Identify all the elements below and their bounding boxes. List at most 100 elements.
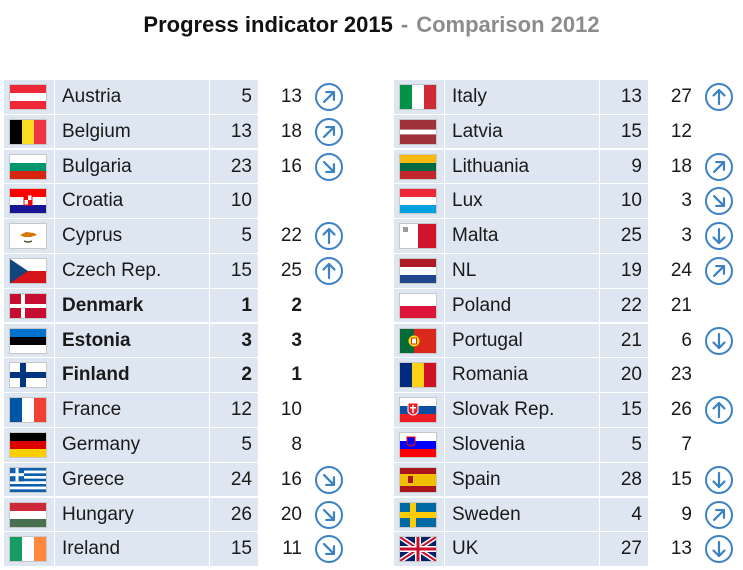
- arrow-down-right-icon: [314, 465, 344, 495]
- value-2012: 3: [649, 219, 697, 253]
- value-2012: 9: [649, 497, 697, 532]
- value-2012: 12: [649, 114, 697, 149]
- title-separator: -: [400, 12, 409, 37]
- value-2015: 23: [210, 149, 258, 184]
- austria-flag-icon: [10, 85, 46, 109]
- cyprus-flag-icon: [10, 224, 46, 249]
- country-name: Greece: [55, 462, 209, 497]
- trend-cell: [698, 463, 736, 497]
- value-2012: 24: [649, 253, 697, 288]
- value-2015: 13: [600, 80, 648, 114]
- country-name: Czech Rep.: [55, 253, 209, 288]
- arrow-down-icon: [704, 326, 734, 356]
- country-name: Italy: [445, 80, 599, 114]
- value-2012: 18: [649, 149, 697, 184]
- value-2015: 15: [600, 114, 648, 149]
- country-name: Lithuania: [445, 149, 599, 184]
- arrow-up-right-icon: [314, 82, 344, 112]
- trend-cell: [308, 289, 346, 323]
- bulgaria-flag-icon: [10, 154, 46, 179]
- trend-cell: [698, 184, 736, 218]
- country-name: Spain: [445, 462, 599, 497]
- country-name: Romania: [445, 358, 599, 392]
- arrow-up-right-icon: [314, 117, 344, 147]
- value-2015: 12: [210, 393, 258, 427]
- value-2015: 5: [210, 219, 258, 253]
- czech-flag-icon: [10, 258, 46, 283]
- lithuania-flag-icon: [400, 154, 436, 179]
- hungary-flag-icon: [10, 502, 46, 527]
- belgium-flag-icon: [10, 119, 46, 144]
- value-2012: 15: [649, 462, 697, 497]
- flag-cell: [4, 532, 54, 566]
- value-2012: 22: [259, 219, 307, 253]
- germany-flag-icon: [10, 432, 46, 457]
- country-name: Belgium: [55, 114, 209, 149]
- value-2012: 3: [649, 184, 697, 218]
- trend-cell: [308, 184, 346, 218]
- arrow-down-right-icon: [314, 500, 344, 530]
- flag-cell: [394, 497, 444, 532]
- trend-cell: [308, 254, 346, 288]
- value-2012: 16: [259, 462, 307, 497]
- arrow-up-right-icon: [704, 152, 734, 182]
- trend-cell: [698, 324, 736, 358]
- value-2015: 20: [600, 358, 648, 392]
- value-2012: 3: [259, 323, 307, 358]
- country-name: Austria: [55, 80, 209, 114]
- country-name: Denmark: [55, 288, 209, 323]
- trend-cell: [308, 463, 346, 497]
- flag-cell: [4, 288, 54, 323]
- trend-cell: [308, 80, 346, 114]
- value-2012: 27: [649, 80, 697, 114]
- flag-cell: [4, 427, 54, 462]
- netherlands-flag-icon: [400, 258, 436, 283]
- value-2015: 15: [210, 532, 258, 566]
- flag-cell: [394, 80, 444, 114]
- value-2015: 2: [210, 358, 258, 392]
- trend-cell: [698, 532, 736, 566]
- ireland-flag-icon: [10, 537, 46, 562]
- trend-cell: [698, 289, 736, 323]
- value-2015: 26: [210, 497, 258, 532]
- trend-cell: [698, 115, 736, 149]
- trend-cell: [308, 498, 346, 532]
- country-name: Slovak Rep.: [445, 393, 599, 427]
- arrow-up-icon: [704, 82, 734, 112]
- country-name: France: [55, 393, 209, 427]
- country-name: Sweden: [445, 497, 599, 532]
- value-2012: 20: [259, 497, 307, 532]
- value-2015: 4: [600, 497, 648, 532]
- trend-cell: [698, 80, 736, 114]
- denmark-flag-icon: [10, 293, 46, 318]
- value-2015: 5: [210, 427, 258, 462]
- value-2015: 15: [210, 253, 258, 288]
- value-2015: 22: [600, 288, 648, 323]
- country-name: Germany: [55, 427, 209, 462]
- value-2012: 7: [649, 427, 697, 462]
- arrow-down-right-icon: [314, 152, 344, 182]
- flag-cell: [394, 149, 444, 184]
- flag-cell: [4, 358, 54, 392]
- trend-cell: [698, 498, 736, 532]
- flag-cell: [394, 532, 444, 566]
- flag-cell: [394, 184, 444, 218]
- country-name: Cyprus: [55, 219, 209, 253]
- value-2015: 13: [210, 114, 258, 149]
- value-2015: 3: [210, 323, 258, 358]
- poland-flag-icon: [400, 293, 436, 318]
- value-2012: 26: [649, 393, 697, 427]
- luxembourg-flag-icon: [400, 189, 436, 214]
- arrow-up-icon: [704, 395, 734, 425]
- spain-flag-icon: [400, 467, 436, 492]
- flag-cell: [4, 114, 54, 149]
- title-comparison: Comparison 2012: [416, 12, 600, 37]
- value-2012: 18: [259, 114, 307, 149]
- flag-cell: [4, 149, 54, 184]
- flag-cell: [4, 184, 54, 218]
- country-name: Lux: [445, 184, 599, 218]
- trend-cell: [308, 532, 346, 566]
- trend-cell: [698, 254, 736, 288]
- malta-flag-icon: [400, 224, 436, 249]
- value-2015: 19: [600, 253, 648, 288]
